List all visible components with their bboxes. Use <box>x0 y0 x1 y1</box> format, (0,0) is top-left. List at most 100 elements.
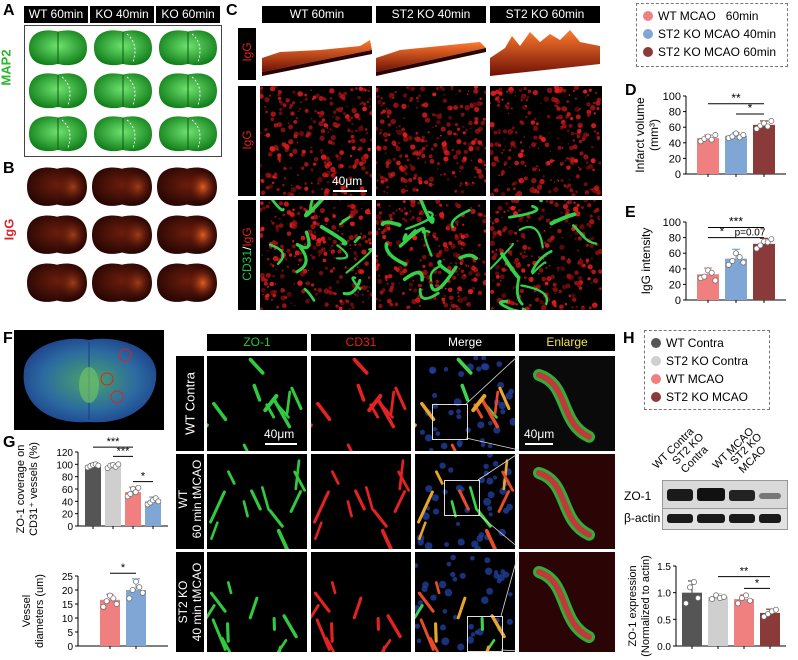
zoom-box-row3 <box>467 616 503 652</box>
panel-c-row3-label-bar <box>238 200 256 310</box>
data-point <box>740 132 747 138</box>
bar <box>85 465 101 526</box>
data-point <box>753 125 760 132</box>
significance-label: * <box>720 225 725 239</box>
blot-band-label-zo1: ZO-1 <box>624 489 652 503</box>
data-point <box>129 587 136 593</box>
zoom-box-row1 <box>432 404 468 440</box>
data-point <box>115 461 122 468</box>
legend-swatch <box>651 374 661 384</box>
panel-a-header-1: WT 60min <box>24 6 88 23</box>
panel-label-a: A <box>3 2 15 19</box>
y-tick-label: 60 <box>669 122 681 134</box>
data-point <box>768 118 775 124</box>
data-point <box>735 600 741 607</box>
y-tick-label: 10 <box>62 614 74 625</box>
bar <box>725 135 747 174</box>
legend-h-item-2: ST2 KO Contra <box>651 354 748 368</box>
panel-label-d: D <box>625 82 637 99</box>
legend-h-item-4: ST2 KO MCAO <box>651 390 748 404</box>
panel-c-merge-wt60 <box>260 200 372 310</box>
bar <box>753 243 775 300</box>
y-tick-label: 20 <box>62 586 74 597</box>
panel-f-header-cd31: CD31 <box>311 334 411 351</box>
legend-top: WT MCAO 60min ST2 KO MCAO 40min ST2 KO M… <box>636 3 788 67</box>
y-tick-label: 0.5 <box>657 615 671 626</box>
data-point <box>736 254 743 261</box>
data-point <box>695 595 701 601</box>
significance-label: * <box>121 562 126 574</box>
panel-f-image-r2-c1 <box>207 454 307 549</box>
data-point <box>132 489 139 496</box>
data-point <box>95 462 102 469</box>
panel-f-header-enlarge: Enlarge <box>519 334 615 351</box>
legend-swatch <box>643 11 653 21</box>
brain-section-overview <box>23 338 157 423</box>
data-point <box>136 584 143 591</box>
panel-f-image-r1-c1 <box>207 356 307 451</box>
panel-label-b: B <box>3 160 15 177</box>
chart-h-zo1-expression: 0.00.51.01.5 ***ZO-1 expression (Normalize… <box>627 555 786 657</box>
panel-f-image-r2-c3 <box>415 454 515 549</box>
panel-f-image-r3-c2 <box>311 552 411 652</box>
significance-label: *** <box>729 214 743 228</box>
panel-f-overview-section <box>14 330 164 430</box>
significance-label: * <box>755 577 760 589</box>
panel-a-header-3: KO 60min <box>156 6 220 23</box>
data-point <box>701 273 708 280</box>
y-axis-label: Infarct volume <box>633 97 647 173</box>
panel-c-header-1: WT 60min <box>262 6 372 23</box>
data-point <box>761 120 767 127</box>
y-axis-label: (Normalized to actin) <box>640 555 652 656</box>
legend-h-item-1: WT Contra <box>651 336 724 350</box>
bar <box>145 501 161 526</box>
y-tick-label: 20 <box>62 510 74 521</box>
data-point <box>729 258 736 264</box>
panel-f-scalebar <box>265 443 297 445</box>
actin-bands <box>667 514 781 523</box>
panel-f-enlarge-scalebar-label: 40μm <box>524 427 555 441</box>
data-point <box>765 611 771 617</box>
bar <box>100 599 120 646</box>
igg-brain-sections <box>27 167 217 302</box>
data-point <box>155 498 162 505</box>
data-point <box>712 277 719 284</box>
legend-item-ko60: ST2 KO MCAO 60min <box>643 45 776 59</box>
zoom-box-row2 <box>444 480 480 516</box>
bar <box>708 596 728 646</box>
panel-f-header-merge: Merge <box>415 334 515 351</box>
panel-label-e: E <box>625 204 636 221</box>
y-axis-label: Vessel <box>21 595 33 627</box>
bar <box>734 599 754 646</box>
data-point <box>713 592 719 599</box>
legend-swatch <box>651 338 661 348</box>
y-tick-label: 60 <box>62 485 74 496</box>
y-tick-label: 1.5 <box>657 562 671 573</box>
y-tick-label: 100 <box>56 460 73 471</box>
y-axis-label: ZO-1 expression <box>627 565 639 646</box>
y-tick-label: 1.0 <box>657 589 671 600</box>
bar <box>725 258 747 300</box>
y-tick-label: 120 <box>56 448 73 459</box>
data-point <box>753 245 760 252</box>
data-point <box>139 589 146 596</box>
legend-item-ko40: ST2 KO MCAO 40min <box>643 27 776 41</box>
bar <box>105 466 121 526</box>
panel-c-row2-label-bar <box>238 86 256 196</box>
panel-label-f: F <box>3 330 13 347</box>
y-tick-label: 0.0 <box>657 642 671 653</box>
significance-label: ** <box>740 566 749 578</box>
bar <box>760 612 780 646</box>
blot-band-label-actin: β-actin <box>624 511 661 525</box>
legend-swatch <box>643 29 653 39</box>
data-point <box>126 595 133 602</box>
panel-b-frame <box>24 163 220 309</box>
legend-swatch <box>651 356 661 366</box>
panel-f-image-r1-c2 <box>311 356 411 451</box>
data-point <box>739 595 745 601</box>
western-blot-zo1 <box>662 480 788 510</box>
y-tick-label: 40 <box>669 264 681 276</box>
panel-c-merge-ko40 <box>376 200 486 310</box>
y-tick-label: 80 <box>62 473 74 484</box>
